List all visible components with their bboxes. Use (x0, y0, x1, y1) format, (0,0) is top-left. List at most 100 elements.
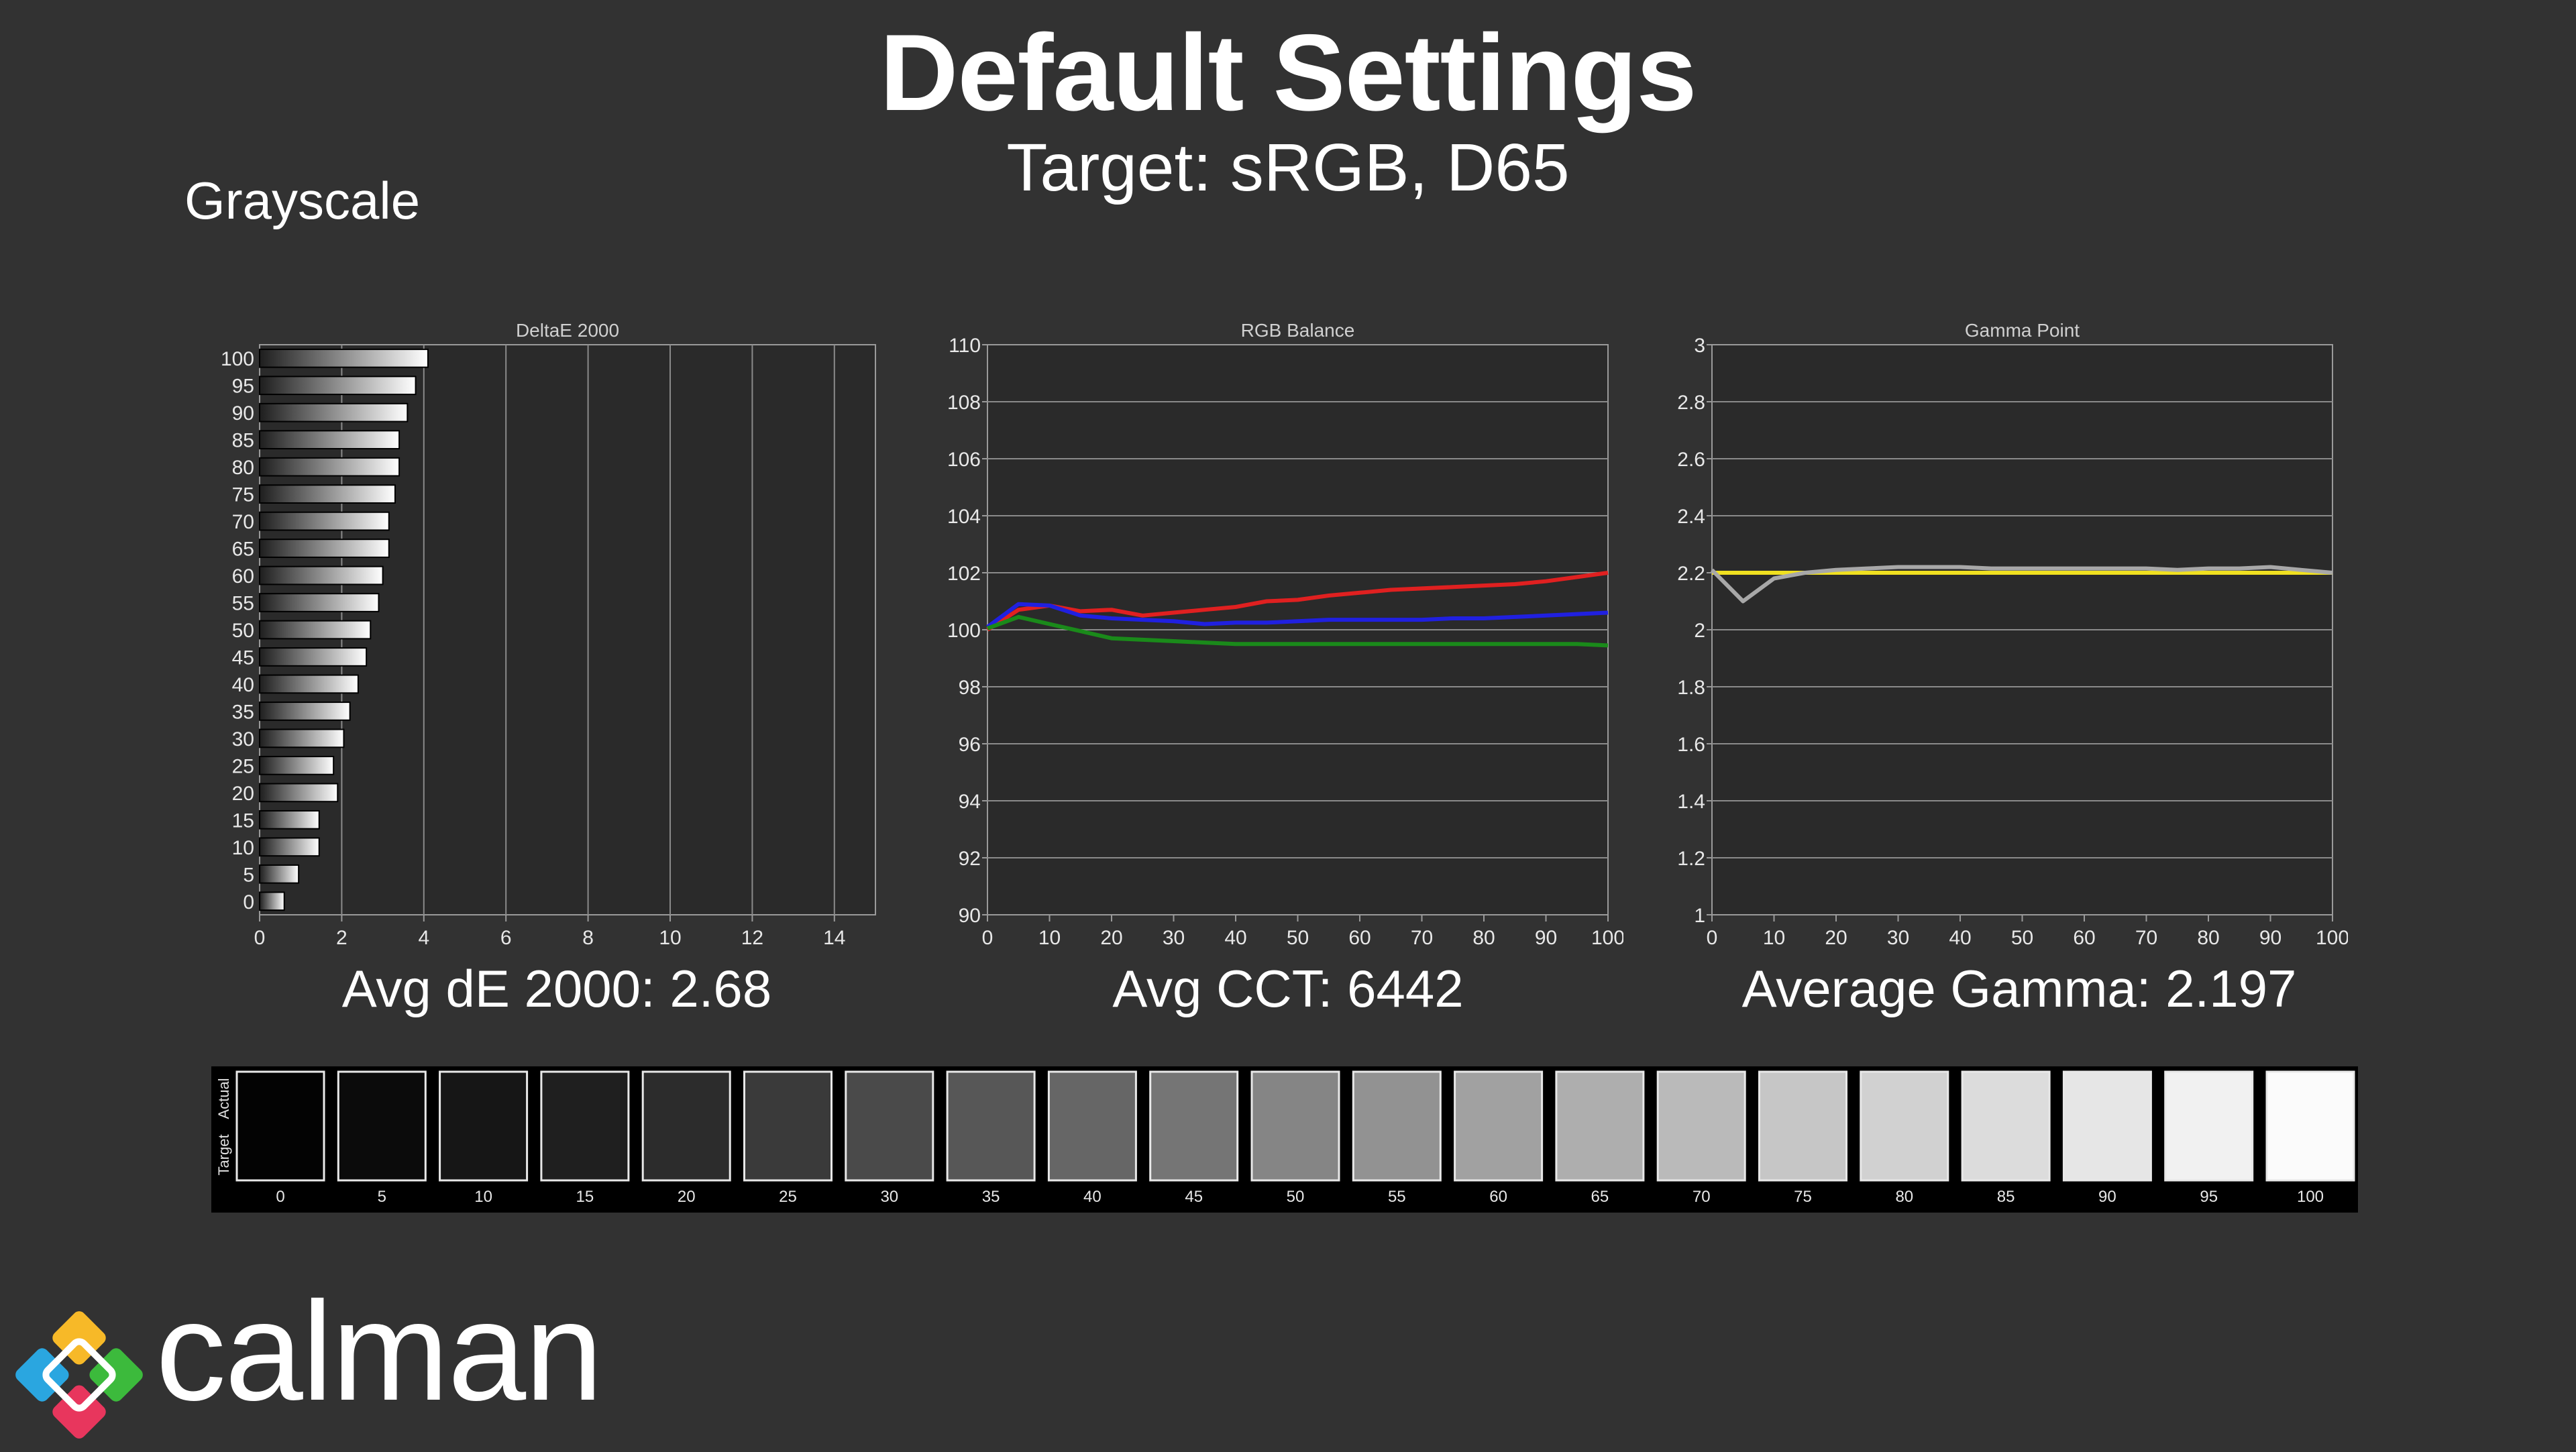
x-tick-label: 30 (1887, 927, 1909, 949)
y-tick-label: 45 (232, 647, 254, 669)
swatch-row-label-actual: Actual (215, 1078, 232, 1119)
swatch-label: 90 (2098, 1188, 2116, 1206)
grayscale-swatch-panel: Actual Target 0 5 10 15 20 25 30 35 40 45 50 55 60 65 70… (211, 1066, 2358, 1213)
series-line (986, 571, 1609, 632)
bar (259, 565, 384, 585)
y-tick-label: 100 (221, 348, 254, 370)
bar (259, 728, 345, 748)
x-tick-label: 70 (1411, 927, 1433, 949)
bar (259, 539, 390, 558)
x-tick-label: 90 (2259, 927, 2282, 949)
y-tick-label: 2.6 (1677, 449, 1705, 471)
y-tick-label: 60 (232, 565, 254, 588)
x-tick-label: 10 (1763, 927, 1785, 949)
swatch (2062, 1070, 2152, 1182)
bar (259, 702, 351, 721)
series-line (1710, 565, 2333, 604)
swatch-label: 75 (1794, 1188, 1812, 1206)
x-tick-label: 10 (1038, 927, 1061, 949)
bar (259, 647, 368, 667)
swatch (946, 1070, 1036, 1182)
y-tick-label: 50 (232, 620, 254, 642)
avg-cct-summary: Avg CCT: 6442 (1112, 959, 1464, 1018)
bar (259, 376, 417, 396)
x-tick-label: 50 (1287, 927, 1309, 949)
page-title: Default Settings (879, 12, 1697, 133)
y-tick-label: 1.2 (1677, 848, 1705, 870)
bar (259, 756, 335, 775)
y-tick-label: 35 (232, 701, 254, 723)
y-tick-label: 65 (232, 539, 254, 561)
bar (259, 620, 372, 640)
y-tick-label: 70 (232, 511, 254, 533)
swatch (540, 1070, 630, 1182)
y-tick-label: 10 (232, 837, 254, 859)
y-tick-label: 95 (232, 376, 254, 398)
x-tick-label: 10 (659, 927, 681, 949)
x-tick-label: 90 (1535, 927, 1557, 949)
swatch (845, 1070, 934, 1182)
y-tick-label: 75 (232, 484, 254, 506)
swatch-label: 60 (1489, 1188, 1507, 1206)
y-tick-label: 108 (947, 392, 981, 414)
gamma-chart: Gamma Point 1 1.2 1.4 1.6 1.8 2 2.2 2.4 2.6 2.8 3 0 1… (1650, 309, 2348, 966)
y-tick-label: 1 (1694, 905, 1705, 927)
bar (259, 484, 396, 504)
y-tick-label: 0 (243, 891, 254, 913)
series-line (986, 602, 1609, 629)
y-tick-label: 92 (959, 848, 981, 870)
x-tick-label: 40 (1224, 927, 1246, 949)
swatch (641, 1070, 731, 1182)
delta-e-chart-svg: DeltaE 2000 0 2 4 6 8 10 12 14 0 5 10 15 20 25 30 35 40 45… (221, 320, 876, 949)
y-tick-label: 30 (232, 728, 254, 750)
swatch (1961, 1070, 2051, 1182)
y-tick-label: 2.2 (1677, 563, 1705, 585)
swatch (1758, 1070, 1847, 1182)
y-tick-label: 85 (232, 430, 254, 452)
avg-gamma-summary: Average Gamma: 2.197 (1741, 959, 2297, 1018)
swatch-row-label-target: Target (215, 1134, 232, 1175)
chart-title: RGB Balance (1241, 320, 1355, 341)
y-tick-label: 104 (947, 506, 981, 528)
x-tick-label: 2 (336, 927, 347, 949)
swatch-label: 25 (779, 1188, 797, 1206)
swatch (1454, 1070, 1544, 1182)
x-tick-label: 100 (2316, 927, 2348, 949)
swatch (1656, 1070, 1746, 1182)
bar (259, 891, 285, 911)
y-tick-label: 110 (949, 335, 981, 357)
swatch (1250, 1070, 1340, 1182)
y-tick-label: 96 (959, 734, 981, 756)
swatch-label: 65 (1591, 1188, 1609, 1206)
swatch-strip: Actual Target 0 5 10 15 20 25 30 35 40 45 50 55 60 65 70… (215, 1070, 2355, 1206)
y-tick-label: 1.4 (1677, 791, 1705, 813)
swatch-label: 0 (276, 1188, 284, 1206)
y-tick-label: 15 (232, 809, 254, 832)
y-tick-label: 100 (947, 620, 981, 642)
x-tick-label: 30 (1163, 927, 1185, 949)
x-tick-label: 14 (823, 927, 845, 949)
rgb-balance-chart: RGB Balance 90 92 94 96 98 100 102 104 106 108 110 0… (926, 309, 1623, 966)
x-tick-label: 20 (1100, 927, 1122, 949)
swatch (1047, 1070, 1137, 1182)
y-tick-label: 102 (947, 563, 981, 585)
bar (259, 348, 429, 368)
bar (259, 457, 400, 477)
x-tick-label: 4 (418, 927, 429, 949)
swatch-label: 100 (2297, 1188, 2324, 1206)
bar (259, 402, 409, 423)
x-tick-label: 20 (1825, 927, 1847, 949)
swatch-label: 45 (1185, 1188, 1203, 1206)
swatch-label: 85 (1997, 1188, 2015, 1206)
y-tick-label: 5 (243, 864, 254, 886)
chart-title: Gamma Point (1965, 320, 2080, 341)
x-tick-label: 60 (1348, 927, 1371, 949)
swatch-label: 10 (474, 1188, 492, 1206)
x-tick-label: 0 (982, 927, 994, 949)
bar (259, 783, 339, 803)
y-tick-label: 106 (947, 449, 981, 471)
swatch (743, 1070, 833, 1182)
y-tick-label: 90 (232, 402, 254, 425)
swatch (2164, 1070, 2254, 1182)
